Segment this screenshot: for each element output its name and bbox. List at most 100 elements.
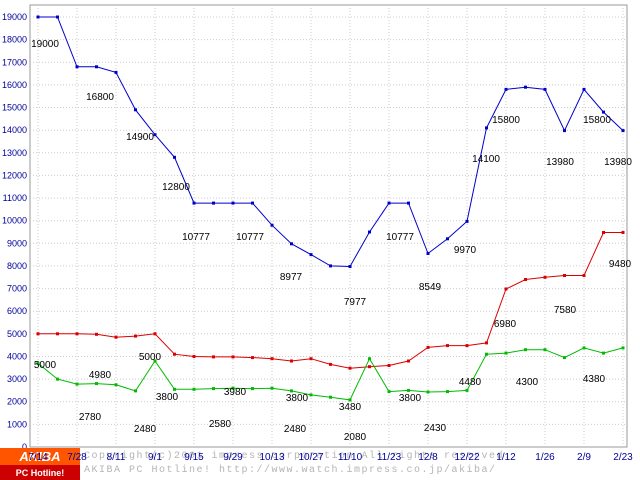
data-point-red	[75, 332, 79, 336]
logo-akiba-text: AKIBA	[18, 449, 60, 464]
data-point-blue	[153, 133, 157, 137]
data-value-label: 12800	[162, 182, 190, 193]
y-axis-tick-label: 17000	[2, 57, 27, 67]
data-point-red	[36, 332, 40, 336]
data-value-label: 4300	[516, 377, 539, 388]
y-axis-tick-label: 8000	[7, 261, 27, 271]
data-value-label: 3480	[339, 402, 362, 413]
y-axis-tick-label: 7000	[7, 284, 27, 294]
data-point-red	[563, 274, 566, 277]
data-point-red	[504, 287, 508, 291]
y-axis-tick-label: 6000	[7, 306, 27, 316]
data-point-green	[231, 386, 235, 390]
data-point-red	[348, 366, 352, 370]
series-lines	[36, 15, 625, 402]
grid	[29, 4, 628, 448]
data-point-blue	[524, 85, 527, 89]
data-value-label: 7580	[554, 305, 577, 316]
x-axis-tick-label: 2/23	[613, 452, 633, 463]
data-value-label: 3800	[286, 393, 309, 404]
data-point-blue	[329, 264, 332, 268]
data-point-red	[543, 275, 547, 279]
x-axis-tick-label: 11/23	[377, 452, 402, 463]
data-value-label: 5000	[34, 360, 57, 371]
y-axis: 0 1000 2000 3000 4000 5000 6000 7000 8000 9000 100…	[2, 12, 27, 452]
y-axis-tick-label: 12000	[2, 170, 27, 180]
data-point-green	[602, 351, 605, 355]
data-point-green	[114, 383, 118, 387]
x-axis-tick-label: 12/22	[454, 452, 479, 463]
x-axis-tick-label: 9/15	[184, 452, 204, 463]
data-point-blue	[543, 87, 547, 91]
data-point-blue	[407, 201, 410, 205]
data-point-green	[348, 398, 352, 402]
data-value-label: 4380	[583, 374, 606, 385]
y-axis-tick-label: 16000	[2, 80, 27, 90]
data-point-blue	[231, 201, 235, 205]
x-axis-tick-label: 7/14	[28, 452, 48, 463]
data-value-label: 10777	[386, 232, 414, 243]
data-point-red	[426, 345, 430, 349]
data-point-red	[134, 334, 137, 338]
data-point-green	[56, 377, 59, 381]
data-point-red	[621, 231, 625, 234]
data-value-label: 13980	[604, 157, 632, 168]
data-point-red	[153, 332, 157, 336]
data-value-label: 15800	[583, 115, 611, 126]
x-axis-tick-label: 9/1	[148, 452, 162, 463]
data-point-green	[173, 387, 176, 391]
data-point-red	[114, 335, 118, 339]
data-point-green	[446, 390, 449, 394]
data-point-blue	[114, 70, 118, 74]
data-value-label: 2480	[134, 424, 157, 435]
data-labels: 19000 16800 14900 12800 10777 10777 8977 7977 10…	[31, 39, 632, 443]
data-value-label: 14900	[126, 132, 154, 143]
y-axis-tick-label: 13000	[2, 148, 27, 158]
data-point-green	[465, 388, 469, 392]
y-axis-tick-label: 18000	[2, 35, 27, 45]
logo-bottom-band	[0, 465, 80, 480]
data-point-blue	[212, 201, 215, 205]
data-point-green	[251, 387, 254, 391]
x-axis-tick-label: 1/26	[535, 452, 555, 463]
y-axis-tick-label: 15000	[2, 103, 27, 113]
watermark-url-line: AKIBA PC Hotline! http://www.watch.impre…	[84, 464, 497, 476]
data-value-label: 15800	[492, 115, 520, 126]
y-axis-tick-label: 11000	[3, 193, 27, 203]
y-axis-tick-label: 1000	[7, 419, 27, 429]
x-axis-tick-label: 10/13	[259, 452, 284, 463]
x-axis: 7/14 7/28 8/11 9/1 9/15 9/29 10/13 10/27 11/10 11…	[28, 452, 633, 463]
data-point-blue	[75, 65, 79, 69]
data-point-blue	[134, 108, 137, 112]
data-point-red	[173, 352, 176, 356]
y-axis-tick-label: 3000	[7, 374, 27, 384]
x-axis-tick-label: 1/12	[496, 452, 516, 463]
data-value-label: 6980	[494, 319, 517, 330]
data-point-blue	[621, 129, 625, 133]
data-point-blue	[563, 129, 566, 133]
data-point-green	[270, 386, 274, 390]
data-value-label: 3980	[224, 387, 247, 398]
data-point-blue	[348, 265, 352, 268]
data-point-blue	[426, 252, 430, 255]
x-axis-tick-label: 12/8	[418, 452, 438, 463]
data-point-green	[543, 348, 547, 352]
data-point-green	[309, 393, 313, 397]
data-point-blue	[173, 155, 176, 159]
data-point-red	[465, 344, 469, 348]
data-point-green	[134, 389, 137, 393]
data-point-red	[485, 341, 488, 345]
y-axis-tick-label: 4000	[7, 352, 27, 362]
y-axis-tick-label: 9000	[7, 238, 27, 248]
data-point-blue	[602, 110, 605, 114]
data-point-red	[251, 356, 254, 360]
x-axis-tick-label: 9/29	[223, 452, 243, 463]
y-axis-tick-label: 5000	[7, 329, 27, 339]
data-point-green	[387, 390, 391, 394]
data-point-red	[212, 355, 215, 359]
data-point-red	[231, 355, 235, 359]
data-point-blue	[56, 15, 59, 19]
data-point-red	[524, 278, 527, 281]
data-value-label: 2480	[284, 424, 307, 435]
